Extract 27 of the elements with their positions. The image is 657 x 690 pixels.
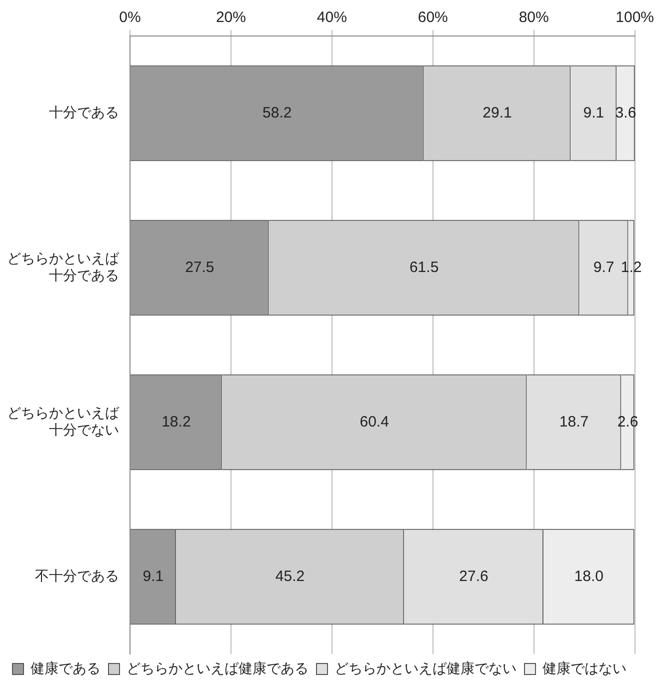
data-label: 61.5 [409,258,439,276]
data-label: 18.0 [574,568,604,585]
y-tick-label: どちらかといえば十分である [7,250,120,284]
data-label: 27.6 [459,568,488,585]
x-tick-label: 20% [216,9,246,26]
data-label: 9.1 [583,104,604,122]
y-tick-label: 不十分である [35,568,119,584]
legend-label: どちらかといえば健康でない [334,660,516,676]
data-label: 27.5 [185,258,214,276]
legend-label: 健康である [30,660,100,676]
data-label: 9.1 [142,568,164,585]
x-tick-label: 0% [119,9,141,26]
data-label: 18.7 [559,413,589,430]
x-tick-label: 100% [616,9,654,26]
x-tick-label: 40% [316,9,347,26]
data-label: 60.4 [360,413,389,430]
y-tick-label: どちらかといえば十分でない [7,404,120,438]
y-tick-label: 十分である [49,104,119,120]
data-label: 45.2 [275,568,305,585]
x-tick-label: 60% [418,9,448,26]
legend-label: 健康ではない [542,660,626,676]
data-label: 29.1 [482,104,512,122]
data-label: 18.2 [162,413,191,430]
data-label: 58.2 [262,104,292,122]
x-tick-label: 80% [518,9,549,26]
data-label: 9.7 [593,258,614,276]
legend-label: どちらかといえば健康である [126,660,308,676]
